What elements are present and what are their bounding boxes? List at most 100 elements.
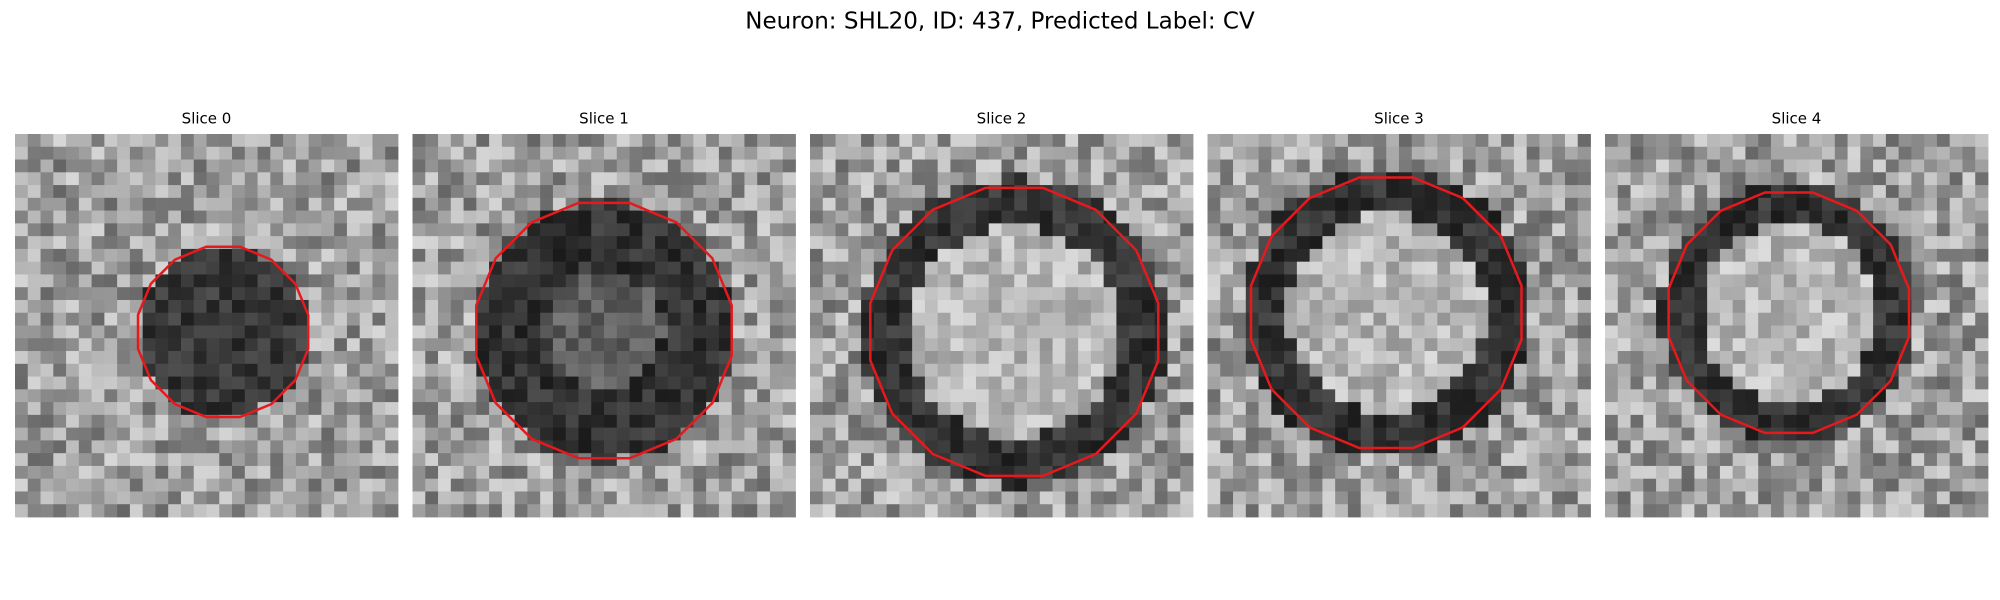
pixel bbox=[1424, 351, 1438, 365]
pixel bbox=[1399, 134, 1413, 148]
pixel bbox=[1220, 261, 1234, 275]
pixel bbox=[1758, 504, 1772, 518]
pixel bbox=[924, 427, 939, 441]
pixel bbox=[1078, 159, 1092, 173]
pixel bbox=[1309, 299, 1323, 314]
pixel bbox=[283, 236, 297, 250]
pixel bbox=[1258, 197, 1272, 211]
pixel bbox=[1437, 134, 1451, 148]
pixel bbox=[1745, 185, 1759, 199]
pixel bbox=[963, 504, 977, 518]
pixel bbox=[193, 491, 207, 505]
pixel bbox=[219, 465, 233, 480]
pixel bbox=[514, 376, 528, 390]
pixel bbox=[1526, 338, 1540, 352]
pixel bbox=[835, 312, 849, 326]
pixel bbox=[438, 274, 452, 288]
pixel bbox=[1475, 274, 1489, 288]
pixel bbox=[450, 185, 464, 199]
pixel bbox=[15, 376, 29, 390]
pixel bbox=[937, 210, 951, 224]
pixel bbox=[1924, 287, 1938, 301]
pixel bbox=[1975, 376, 1989, 390]
pixel bbox=[514, 504, 528, 518]
pixel bbox=[270, 351, 284, 365]
pixel bbox=[861, 453, 875, 467]
pixel bbox=[604, 185, 618, 199]
pixel bbox=[1924, 453, 1938, 467]
pixel bbox=[899, 440, 913, 454]
pixel bbox=[1617, 159, 1631, 173]
pixel bbox=[731, 197, 745, 211]
pixel bbox=[861, 261, 875, 275]
pixel bbox=[1975, 248, 1989, 263]
pixel bbox=[1936, 172, 1951, 186]
pixel bbox=[1154, 389, 1168, 403]
pixel bbox=[680, 351, 694, 365]
pixel bbox=[104, 465, 118, 480]
pixel bbox=[1745, 223, 1759, 237]
pixel bbox=[91, 338, 105, 352]
pixel bbox=[1411, 146, 1425, 160]
pixel bbox=[27, 453, 41, 467]
pixel bbox=[810, 210, 824, 224]
pixel bbox=[1220, 287, 1234, 301]
pixel bbox=[283, 465, 297, 480]
pixel bbox=[1630, 159, 1644, 173]
pixel bbox=[1694, 159, 1708, 173]
pixel bbox=[655, 172, 669, 186]
pixel bbox=[782, 248, 796, 263]
pixel bbox=[1116, 440, 1130, 454]
pixel bbox=[1027, 491, 1041, 505]
pixel bbox=[1681, 197, 1695, 211]
pixel bbox=[283, 185, 297, 199]
pixel bbox=[283, 427, 297, 441]
pixel bbox=[744, 197, 758, 211]
pixel bbox=[40, 210, 54, 224]
pixel bbox=[450, 465, 464, 480]
pixel bbox=[1309, 402, 1323, 416]
pixel bbox=[527, 465, 541, 480]
pixel bbox=[372, 440, 386, 454]
pixel bbox=[1526, 185, 1540, 199]
pixel bbox=[438, 338, 452, 352]
pixel bbox=[295, 172, 310, 186]
pixel bbox=[1322, 223, 1336, 237]
pixel bbox=[1962, 351, 1976, 365]
pixel bbox=[1552, 351, 1566, 365]
pixel bbox=[1719, 159, 1734, 173]
pixel bbox=[321, 402, 335, 416]
pixel bbox=[731, 491, 745, 505]
pixel bbox=[616, 248, 630, 263]
pixel bbox=[744, 414, 758, 429]
pixel bbox=[514, 223, 528, 237]
pixel bbox=[1898, 440, 1912, 454]
pixel bbox=[1245, 402, 1259, 416]
pixel bbox=[1617, 325, 1631, 339]
pixel bbox=[565, 248, 579, 263]
pixel bbox=[1936, 197, 1951, 211]
pixel bbox=[1207, 236, 1221, 250]
pixel bbox=[1450, 159, 1464, 173]
pixel bbox=[565, 274, 579, 288]
pixel bbox=[810, 172, 824, 186]
pixel bbox=[438, 261, 452, 275]
pixel bbox=[206, 146, 220, 160]
pixel bbox=[693, 440, 707, 454]
pixel bbox=[450, 491, 464, 505]
pixel bbox=[642, 159, 656, 173]
pixel bbox=[1065, 376, 1079, 390]
pixel bbox=[1141, 402, 1156, 416]
pixel bbox=[1271, 453, 1285, 467]
pixel bbox=[1245, 427, 1259, 441]
pixel bbox=[1949, 287, 1963, 301]
pixel bbox=[1335, 312, 1349, 326]
pixel bbox=[667, 185, 681, 199]
pixel bbox=[78, 172, 92, 186]
pixel bbox=[1860, 453, 1874, 467]
pixel bbox=[810, 338, 824, 352]
pixel bbox=[1873, 236, 1887, 250]
pixel bbox=[1656, 312, 1670, 326]
pixel bbox=[1668, 427, 1682, 441]
pixel bbox=[385, 223, 399, 237]
